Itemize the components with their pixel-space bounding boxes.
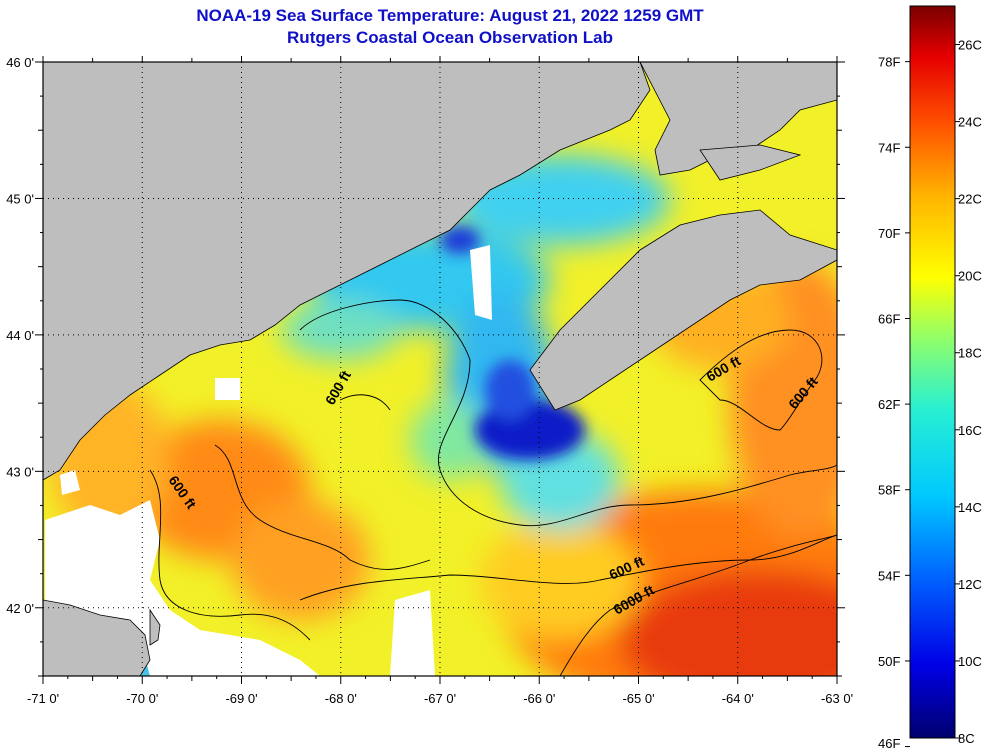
lon-label: -68 0' — [325, 691, 357, 706]
lon-label: -69 0' — [225, 691, 257, 706]
colorbar-label-f: 66F — [878, 311, 900, 326]
lat-label: 42 0' — [6, 601, 34, 616]
colorbar-label-f: 70F — [878, 226, 900, 241]
lat-label: 45 0' — [6, 191, 34, 206]
lon-label: -67 0' — [424, 691, 456, 706]
colorbar-gradient — [909, 5, 956, 739]
colorbar-label-f: 50F — [878, 654, 900, 669]
lon-label: -64 0' — [722, 691, 754, 706]
colorbar-label-f: 58F — [878, 483, 900, 498]
map-field — [43, 62, 837, 676]
colorbar-label-c: 18C — [958, 346, 982, 361]
map-axes: -71 0' -70 0' -69 0' -68 0' -67 0' -66 0' -65 … — [6, 55, 853, 706]
lon-label: -71 0' — [27, 691, 59, 706]
colorbar-label-c: 24C — [958, 115, 982, 130]
colorbar-label-f: 74F — [878, 140, 900, 155]
colorbar-label-c: 26C — [958, 38, 982, 53]
colorbar: 26C 24C 22C 20C 18C 16C 14C 12C 10C 8C 78F 74F 70F 66… — [878, 5, 982, 751]
lon-label: -63 0' — [821, 691, 853, 706]
colorbar-label-f: 62F — [878, 397, 900, 412]
lat-label: 44 0' — [6, 328, 34, 343]
colorbar-label-f: 54F — [878, 568, 900, 583]
lon-label: -70 0' — [126, 691, 158, 706]
landmass — [43, 62, 837, 676]
lon-label: -66 0' — [523, 691, 555, 706]
colorbar-label-c: 8C — [958, 731, 975, 746]
lat-label: 43 0' — [6, 464, 34, 479]
colorbar-ticks: 26C 24C 22C 20C 18C 16C 14C 12C 10C 8C 78F 74F 70F 66… — [878, 38, 982, 751]
colorbar-label-c: 14C — [958, 500, 982, 515]
colorbar-label-c: 12C — [958, 577, 982, 592]
chart-title: NOAA-19 Sea Surface Temperature: August … — [196, 6, 704, 25]
colorbar-label-c: 20C — [958, 269, 982, 284]
lon-label: -65 0' — [622, 691, 654, 706]
colorbar-label-f: 46F — [878, 736, 900, 751]
colorbar-label-c: 10C — [958, 654, 982, 669]
lat-label: 46 0' — [6, 55, 34, 70]
depth-contours — [149, 299, 837, 676]
colorbar-label-c: 16C — [958, 423, 982, 438]
colorbar-label-c: 22C — [958, 192, 982, 207]
colorbar-label-f: 78F — [878, 55, 900, 70]
chart-subtitle: Rutgers Coastal Ocean Observation Lab — [287, 28, 613, 47]
